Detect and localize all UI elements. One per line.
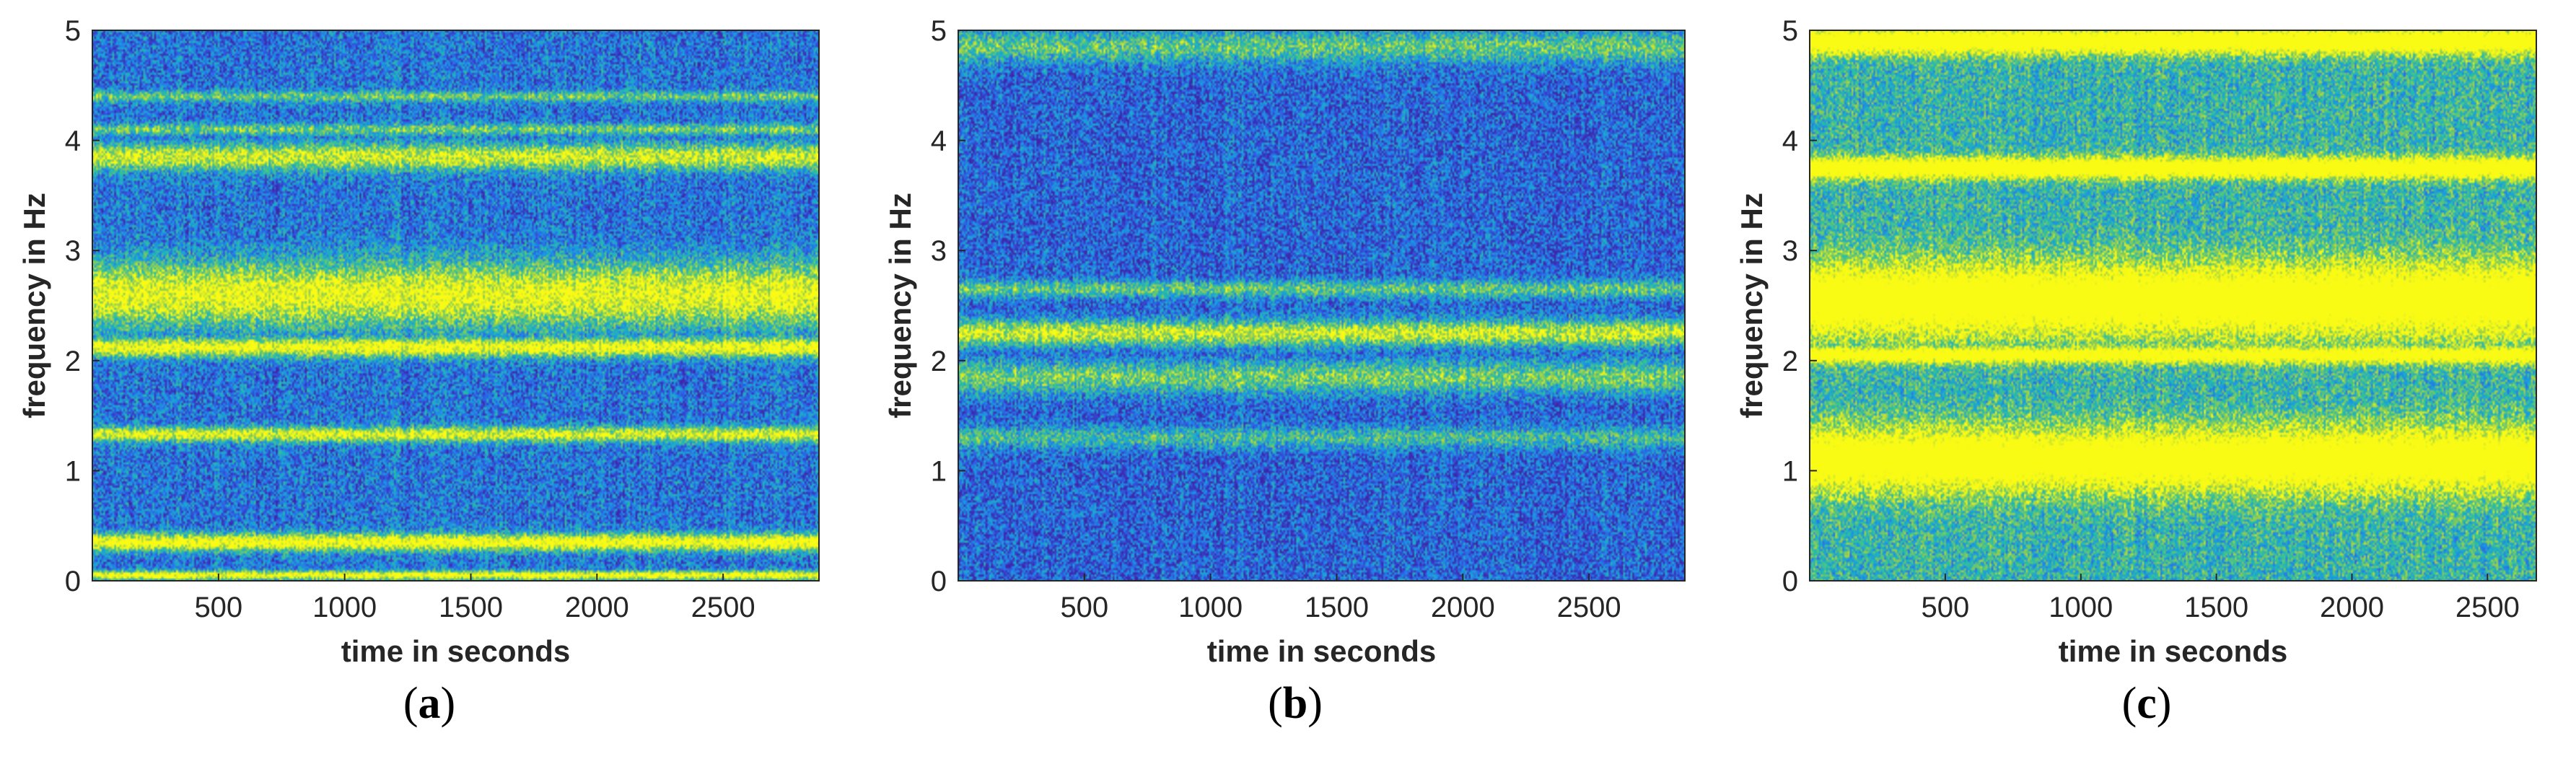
plot-frame [92, 30, 820, 582]
y-tick-label: 2 [1782, 346, 1798, 377]
spectrogram-heatmap [1810, 30, 2536, 581]
caption-b: (b) [1268, 679, 1323, 728]
spectrogram-chart-b: 500 1000 1500 2000 2500 0 1 2 3 4 5 time in seconds… [883, 15, 1686, 668]
x-tick-label: 500 [1921, 592, 1969, 623]
y-tick-label: 3 [931, 235, 947, 267]
y-tick-label: 2 [65, 346, 81, 377]
x-axis-label: time in seconds [341, 634, 570, 668]
x-tick-label: 500 [194, 592, 242, 623]
spectrogram-chart-a: 500 1000 1500 2000 2500 0 1 2 3 4 5 time in seconds… [17, 15, 820, 668]
x-tick-label: 2500 [1557, 592, 1621, 623]
y-tick-label: 5 [65, 15, 81, 47]
y-tick-label: 3 [1782, 235, 1798, 267]
spectrogram-chart-c: 500 1000 1500 2000 2500 0 1 2 3 4 5 time in seconds… [1735, 15, 2537, 668]
x-tick-label: 1500 [1305, 592, 1369, 623]
x-tick-label: 2000 [2320, 592, 2384, 623]
y-tick-label: 1 [65, 455, 81, 487]
y-tick-label: 0 [931, 566, 947, 597]
y-tick-label: 0 [1782, 566, 1798, 597]
y-tick-label: 4 [65, 126, 81, 157]
y-axis-label: frequency in Hz [1735, 193, 1769, 418]
y-tick-label: 4 [1782, 126, 1798, 157]
x-tick-label: 2000 [565, 592, 629, 623]
x-tick-label: 1500 [439, 592, 503, 623]
y-axis-label: frequency in Hz [17, 193, 51, 418]
panel-b: 500 1000 1500 2000 2500 0 1 2 3 4 5 time in seconds… [866, 0, 1725, 759]
x-tick-label: 2500 [2455, 592, 2520, 623]
spectrogram-heatmap [958, 30, 1685, 581]
x-tick-label: 1000 [2049, 592, 2113, 623]
x-tick-label: 1000 [1178, 592, 1243, 623]
y-tick-label: 3 [65, 235, 81, 267]
y-tick-label: 0 [65, 566, 81, 597]
y-axis-label: frequency in Hz [883, 193, 917, 418]
x-tick-label: 2500 [691, 592, 755, 623]
y-tick-label: 4 [931, 126, 947, 157]
y-tick-label: 5 [931, 15, 947, 47]
x-tick-label: 2000 [1431, 592, 1495, 623]
plot-frame [958, 30, 1686, 582]
panel-c: 500 1000 1500 2000 2500 0 1 2 3 4 5 time in seconds… [1717, 0, 2576, 759]
plot-frame [1809, 30, 2537, 582]
y-tick-label: 1 [1782, 455, 1798, 487]
panel-a: 500 1000 1500 2000 2500 0 1 2 3 4 5 time in seconds… [0, 0, 859, 759]
x-tick-label: 1500 [2184, 592, 2248, 623]
x-axis-label: time in seconds [1207, 634, 1436, 668]
x-tick-label: 1000 [312, 592, 377, 623]
caption-c: (c) [2121, 679, 2172, 728]
x-axis-label: time in seconds [2059, 634, 2287, 668]
spectrogram-heatmap [92, 30, 819, 581]
y-tick-label: 2 [931, 346, 947, 377]
caption-a: (a) [403, 679, 456, 728]
x-tick-label: 500 [1060, 592, 1108, 623]
y-tick-label: 5 [1782, 15, 1798, 47]
y-tick-label: 1 [931, 455, 947, 487]
